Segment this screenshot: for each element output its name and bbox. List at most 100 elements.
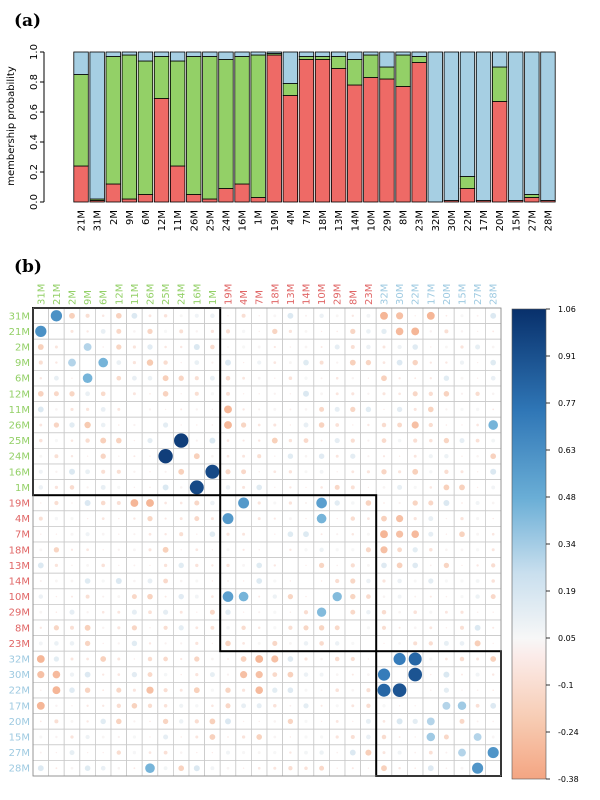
corr-circle (288, 501, 293, 505)
corr-circle (319, 750, 324, 755)
grid-border (32, 307, 502, 777)
corr-circle (70, 407, 74, 411)
corr-row-label: 25M (9, 436, 30, 447)
corr-circle (162, 375, 169, 382)
bar-x-tick-label: 30M (447, 210, 458, 231)
corr-circle (366, 313, 371, 318)
corr-circle (85, 313, 90, 318)
corr-circle (100, 500, 106, 506)
corr-circle (116, 501, 121, 505)
corr-circle (491, 345, 495, 349)
corr-circle (398, 766, 401, 770)
bar-segment (250, 54, 266, 198)
corr-circle (367, 486, 370, 489)
corr-circle (71, 377, 73, 380)
corr-circle (273, 517, 276, 520)
corr-circle (211, 408, 214, 411)
bar-segment (137, 51, 154, 62)
corr-circle (133, 470, 136, 473)
corr-circle (408, 667, 423, 682)
bar-segment (363, 51, 379, 56)
corr-row-label: 13M (9, 561, 30, 572)
corr-circle (288, 625, 293, 630)
corr-cell (484, 760, 502, 777)
corr-circle (414, 736, 416, 738)
corr-circle (429, 610, 433, 614)
corr-circle (428, 391, 433, 396)
corr-circle (475, 344, 481, 350)
corr-circle (194, 376, 199, 381)
corr-circle (211, 580, 214, 582)
corr-circle (305, 595, 307, 598)
corr-circle (491, 563, 496, 568)
corr-circle (54, 719, 59, 724)
corr-circle (472, 762, 484, 774)
corr-circle (365, 547, 371, 553)
corr-circle (257, 766, 261, 770)
corr-circle (460, 376, 464, 380)
corr-row-label: 17M (9, 701, 30, 712)
corr-row-label: 10M (9, 592, 30, 603)
corr-circle (211, 657, 214, 661)
corr-circle (398, 392, 401, 396)
corr-circle (84, 671, 91, 678)
corr-circle (303, 610, 309, 615)
corr-circle (209, 375, 215, 381)
corr-circle (225, 469, 231, 475)
corr-circle (396, 312, 404, 320)
corr-row-label: 22M (9, 686, 30, 697)
corr-circle (320, 720, 323, 723)
corr-circle (304, 750, 308, 755)
corr-col-label: 9M (83, 290, 94, 305)
corr-circle (101, 579, 105, 583)
corr-circle (101, 532, 105, 536)
corr-circle (83, 343, 92, 351)
corr-circle (413, 579, 417, 583)
corr-circle (163, 625, 168, 630)
corr-circle (429, 438, 433, 443)
bar-segment (314, 59, 331, 203)
corr-circle (443, 391, 450, 397)
corr-circle (163, 656, 168, 662)
corr-circle (180, 393, 182, 395)
corr-circle (412, 718, 418, 725)
corr-circle (287, 453, 294, 459)
corr-circle (39, 610, 43, 614)
corr-circle (367, 455, 370, 458)
corr-circle (38, 485, 44, 490)
corr-circle (178, 765, 185, 772)
corr-circle (475, 703, 480, 708)
bar-y-tick-label: 0.6 (29, 104, 40, 120)
corr-circle (476, 720, 479, 723)
corr-circle (398, 377, 401, 380)
corr-circle (85, 734, 90, 740)
corr-circle (179, 486, 183, 489)
corr-circle (117, 407, 121, 411)
corr-circle (490, 453, 497, 460)
corr-circle (443, 734, 449, 740)
corr-row-label: 16M (9, 467, 30, 478)
corr-circle (146, 686, 154, 694)
corr-circle (39, 579, 42, 583)
corr-circle (304, 766, 308, 770)
corr-cell (95, 369, 112, 387)
corr-circle (241, 313, 246, 318)
corr-circle (257, 376, 261, 380)
corr-circle (85, 594, 90, 599)
corr-circle (116, 437, 122, 444)
bar-x-tick-label: 7M (302, 210, 313, 225)
corr-circle (475, 579, 480, 583)
bar-y-tick-label: 0.8 (29, 74, 40, 90)
corr-circle (149, 564, 151, 567)
corr-row-label: 8M (15, 623, 30, 634)
bar-x-tick-label: 24M (221, 210, 232, 231)
corr-circle (412, 359, 418, 366)
corr-circle (428, 454, 433, 459)
corr-circle (367, 377, 370, 379)
bar-segment (73, 74, 89, 167)
corr-circle (490, 468, 497, 475)
corr-circle (288, 438, 293, 443)
corr-circle (38, 360, 43, 365)
corr-circle (444, 610, 448, 614)
corr-circle (100, 406, 106, 412)
